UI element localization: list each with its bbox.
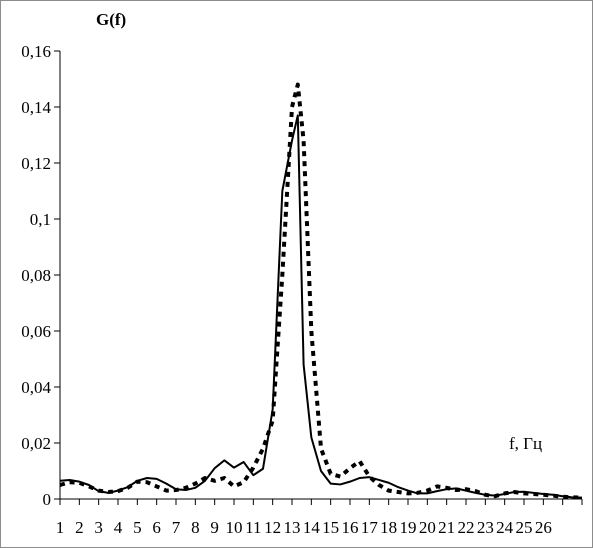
x-tick-label: 15 — [322, 518, 339, 537]
y-tick-label: 0,06 — [21, 322, 51, 341]
x-tick-label: 8 — [191, 518, 200, 537]
x-tick-label: 7 — [172, 518, 181, 537]
y-tick-label: 0,16 — [21, 42, 51, 61]
x-tick-label: 17 — [361, 518, 379, 537]
x-tick-label: 5 — [133, 518, 142, 537]
x-tick-label: 12 — [264, 518, 281, 537]
x-tick-label: 1 — [56, 518, 65, 537]
y-tick-label: 0 — [43, 490, 52, 509]
x-tick-label: 9 — [210, 518, 219, 537]
x-tick-label: 14 — [303, 518, 321, 537]
series-line-dashed — [59, 82, 583, 500]
x-tick-label: 4 — [114, 518, 123, 537]
y-tick-label: 0,12 — [21, 154, 51, 173]
x-tick-label: 26 — [535, 518, 552, 537]
x-tick-label: 18 — [380, 518, 397, 537]
x-tick-label: 25 — [516, 518, 533, 537]
x-tick-label: 11 — [245, 518, 261, 537]
x-tick-label: 21 — [438, 518, 455, 537]
x-tick-label: 10 — [226, 518, 243, 537]
series-line-solid — [59, 114, 583, 499]
y-tick-label: 0,02 — [21, 434, 51, 453]
y-tick-label: 0,04 — [21, 378, 51, 397]
x-tick-label: 2 — [75, 518, 84, 537]
y-tick-label: 0,08 — [21, 266, 51, 285]
x-tick-label: 24 — [496, 518, 514, 537]
x-tick-label: 22 — [458, 518, 475, 537]
x-axis-title: f, Гц — [509, 434, 542, 453]
x-tick-label: 3 — [94, 518, 103, 537]
y-axis-title: G(f) — [96, 10, 126, 29]
x-tick-label: 20 — [419, 518, 436, 537]
x-tick-label: 16 — [342, 518, 359, 537]
x-tick-label: 23 — [477, 518, 494, 537]
y-tick-label: 0,14 — [21, 98, 51, 117]
x-tick-label: 6 — [152, 518, 161, 537]
y-tick-label: 0,1 — [30, 210, 51, 229]
x-tick-label: 19 — [400, 518, 417, 537]
x-tick-label: 13 — [284, 518, 301, 537]
